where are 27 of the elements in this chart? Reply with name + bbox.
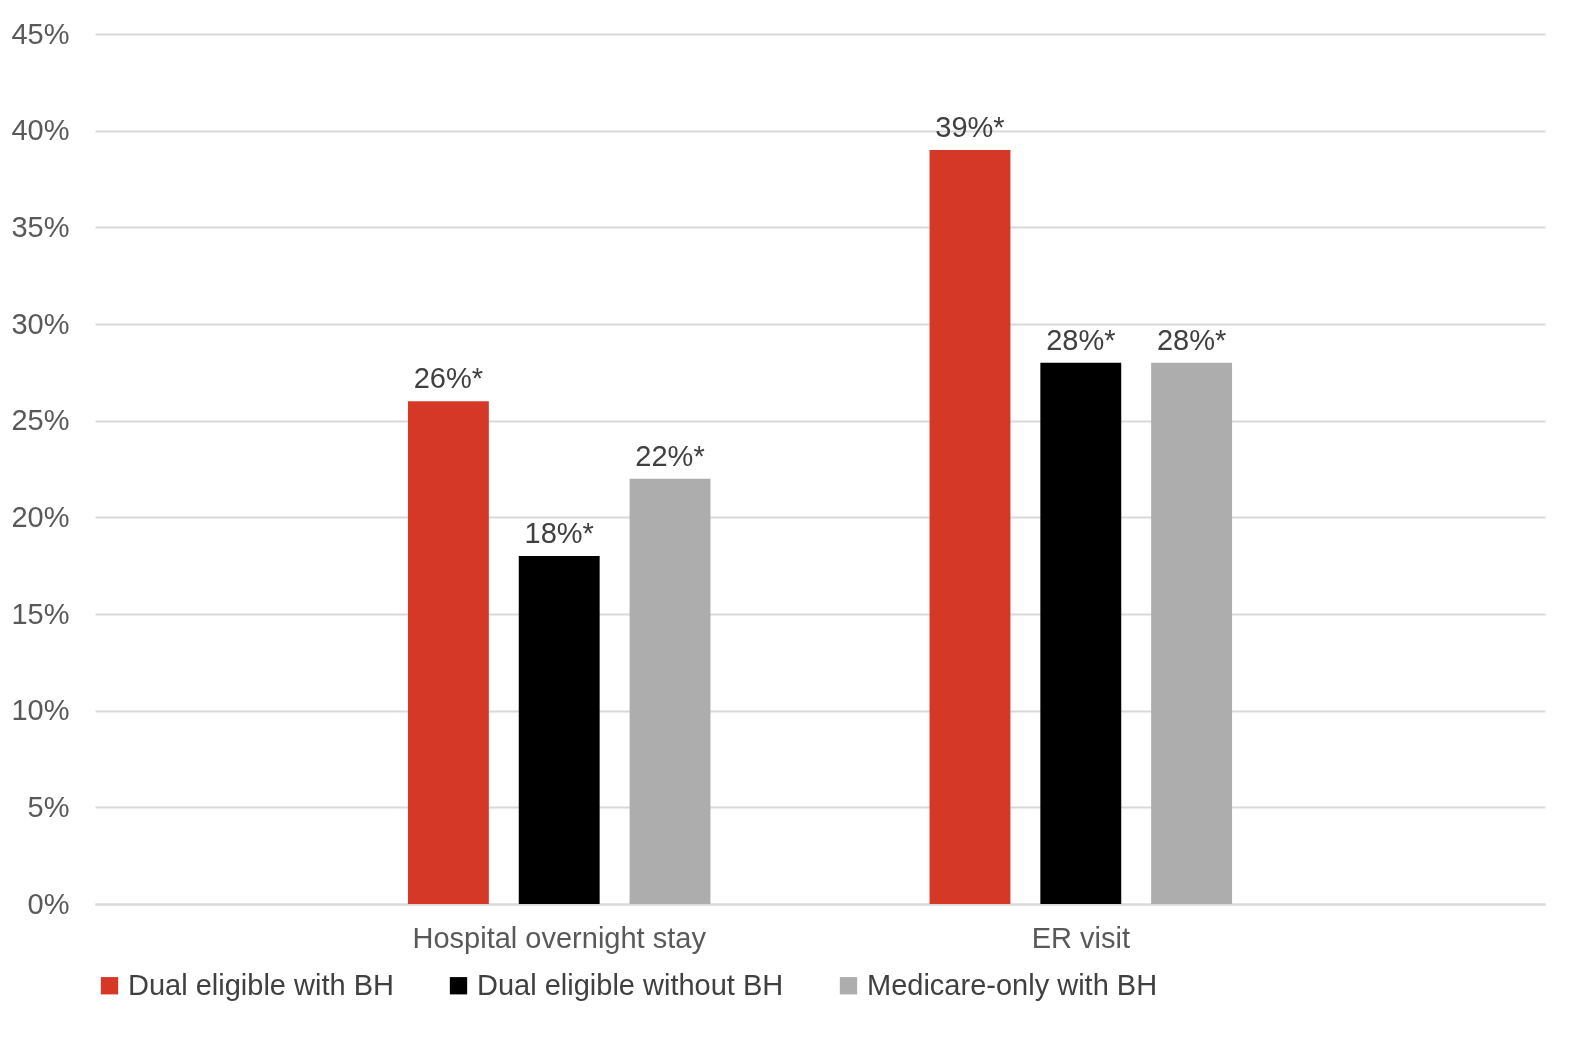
y-tick-label: 0% <box>27 887 70 920</box>
bar <box>929 150 1011 904</box>
x-tick-label: Hospital overnight stay <box>412 921 707 954</box>
y-tick-label: 30% <box>11 307 70 340</box>
y-tick-label: 45% <box>11 17 70 50</box>
y-tick-label: 5% <box>27 790 70 823</box>
legend-label: Dual eligible without BH <box>477 968 784 1001</box>
data-label: 22%* <box>635 439 705 472</box>
bar <box>407 401 489 904</box>
data-label: 28%* <box>1046 323 1116 356</box>
y-tick-label: 20% <box>11 500 70 533</box>
data-label: 28%* <box>1156 323 1227 356</box>
x-tick-label: ER visit <box>1031 921 1130 954</box>
bar <box>518 556 600 904</box>
legend-label: Medicare-only with BH <box>867 968 1158 1001</box>
y-tick-label: 40% <box>11 114 70 147</box>
bar <box>1040 362 1122 904</box>
y-tick-label: 15% <box>11 597 70 630</box>
bar <box>1151 362 1233 904</box>
y-tick-label: 35% <box>11 210 70 243</box>
legend-label: Dual eligible with BH <box>128 968 394 1001</box>
y-tick-label: 10% <box>11 694 70 727</box>
bar <box>629 478 711 904</box>
y-tick-label: 25% <box>11 404 70 437</box>
data-label: 18%* <box>524 517 594 549</box>
data-label: 26%* <box>413 362 484 395</box>
data-label: 39%* <box>935 111 1005 143</box>
